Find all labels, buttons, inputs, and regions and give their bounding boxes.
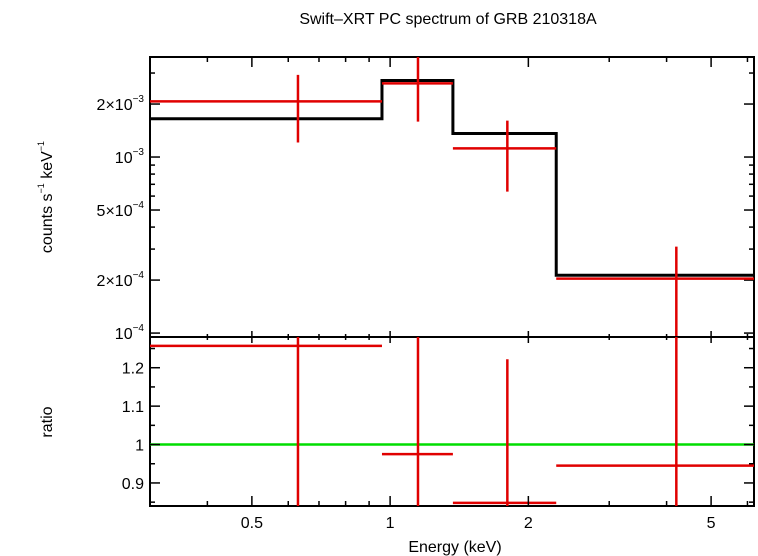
model-step-line [150, 79, 754, 277]
y-tick-label: 1 [135, 438, 144, 455]
x-tick-label: 0.5 [241, 515, 263, 532]
x-axis-label: Energy (keV) [408, 539, 501, 556]
ratio-y-axis-label: ratio [39, 406, 56, 437]
model-histogram [150, 79, 754, 277]
spectrum-y-ticks: 10−4 2×10−4 5×10−4 10−3 2×10−3 [97, 72, 754, 343]
spectrum-panel: 10−4 2×10−4 5×10−4 10−3 2×10−3 counts s−1 ke… [36, 56, 755, 343]
spectrum-data-points [150, 57, 754, 337]
y-tick-label: 0.9 [122, 476, 144, 493]
ratio-data-points [150, 337, 754, 506]
x-axis-ticks: 0.5 1 2 5 [149, 57, 749, 532]
y-tick-label: 10−3 [115, 147, 145, 167]
ratio-point [452, 359, 557, 506]
y-tick-label: 1.1 [122, 399, 144, 416]
x-tick-label: 2 [524, 515, 533, 532]
y-tick-label: 1.2 [122, 361, 144, 378]
ratio-point [556, 337, 754, 506]
data-point [452, 120, 557, 192]
x-tick-label: 1 [386, 515, 395, 532]
spectrum-y-axis-label: counts s−1 keV−1 [36, 141, 56, 253]
ratio-panel: 0.9 1 1.1 1.2 ratio [39, 336, 755, 507]
data-point [381, 57, 453, 122]
data-point [150, 74, 382, 143]
x-tick-label: 5 [707, 515, 716, 532]
y-tick-label: 5×10−4 [97, 200, 145, 220]
ratio-point [150, 337, 382, 506]
ratio-point [381, 337, 453, 506]
ratio-y-ticks: 0.9 1 1.1 1.2 [122, 347, 754, 503]
chart-title: Swift–XRT PC spectrum of GRB 210318A [299, 11, 597, 28]
y-tick-label: 2×10−4 [97, 270, 145, 290]
y-tick-label: 2×10−3 [97, 94, 145, 114]
data-point [556, 246, 754, 337]
y-tick-label: 10−4 [115, 323, 145, 343]
ratio-panel-frame [149, 336, 755, 507]
